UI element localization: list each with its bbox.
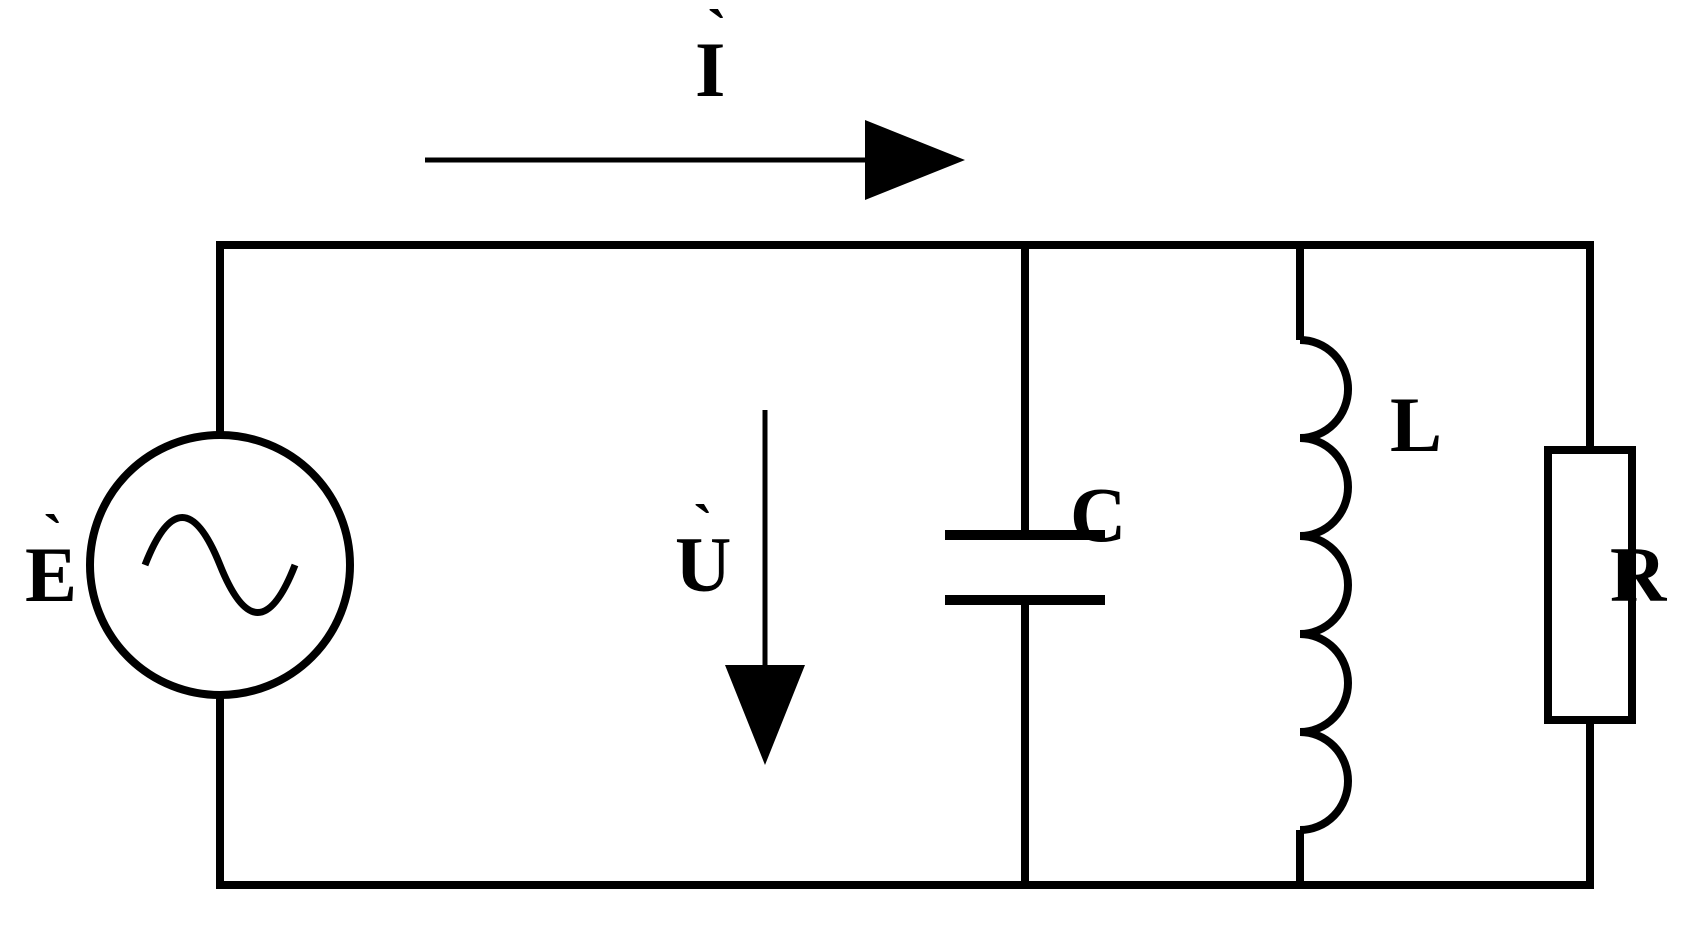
current-label: ` I <box>695 25 725 115</box>
voltage-label: ` U <box>675 520 731 610</box>
resistor-label: R <box>1610 530 1666 620</box>
inductor-label: L <box>1390 380 1442 470</box>
capacitor-label: C <box>1070 470 1126 560</box>
inductor <box>1300 340 1348 830</box>
source-label: ` E <box>25 530 77 620</box>
